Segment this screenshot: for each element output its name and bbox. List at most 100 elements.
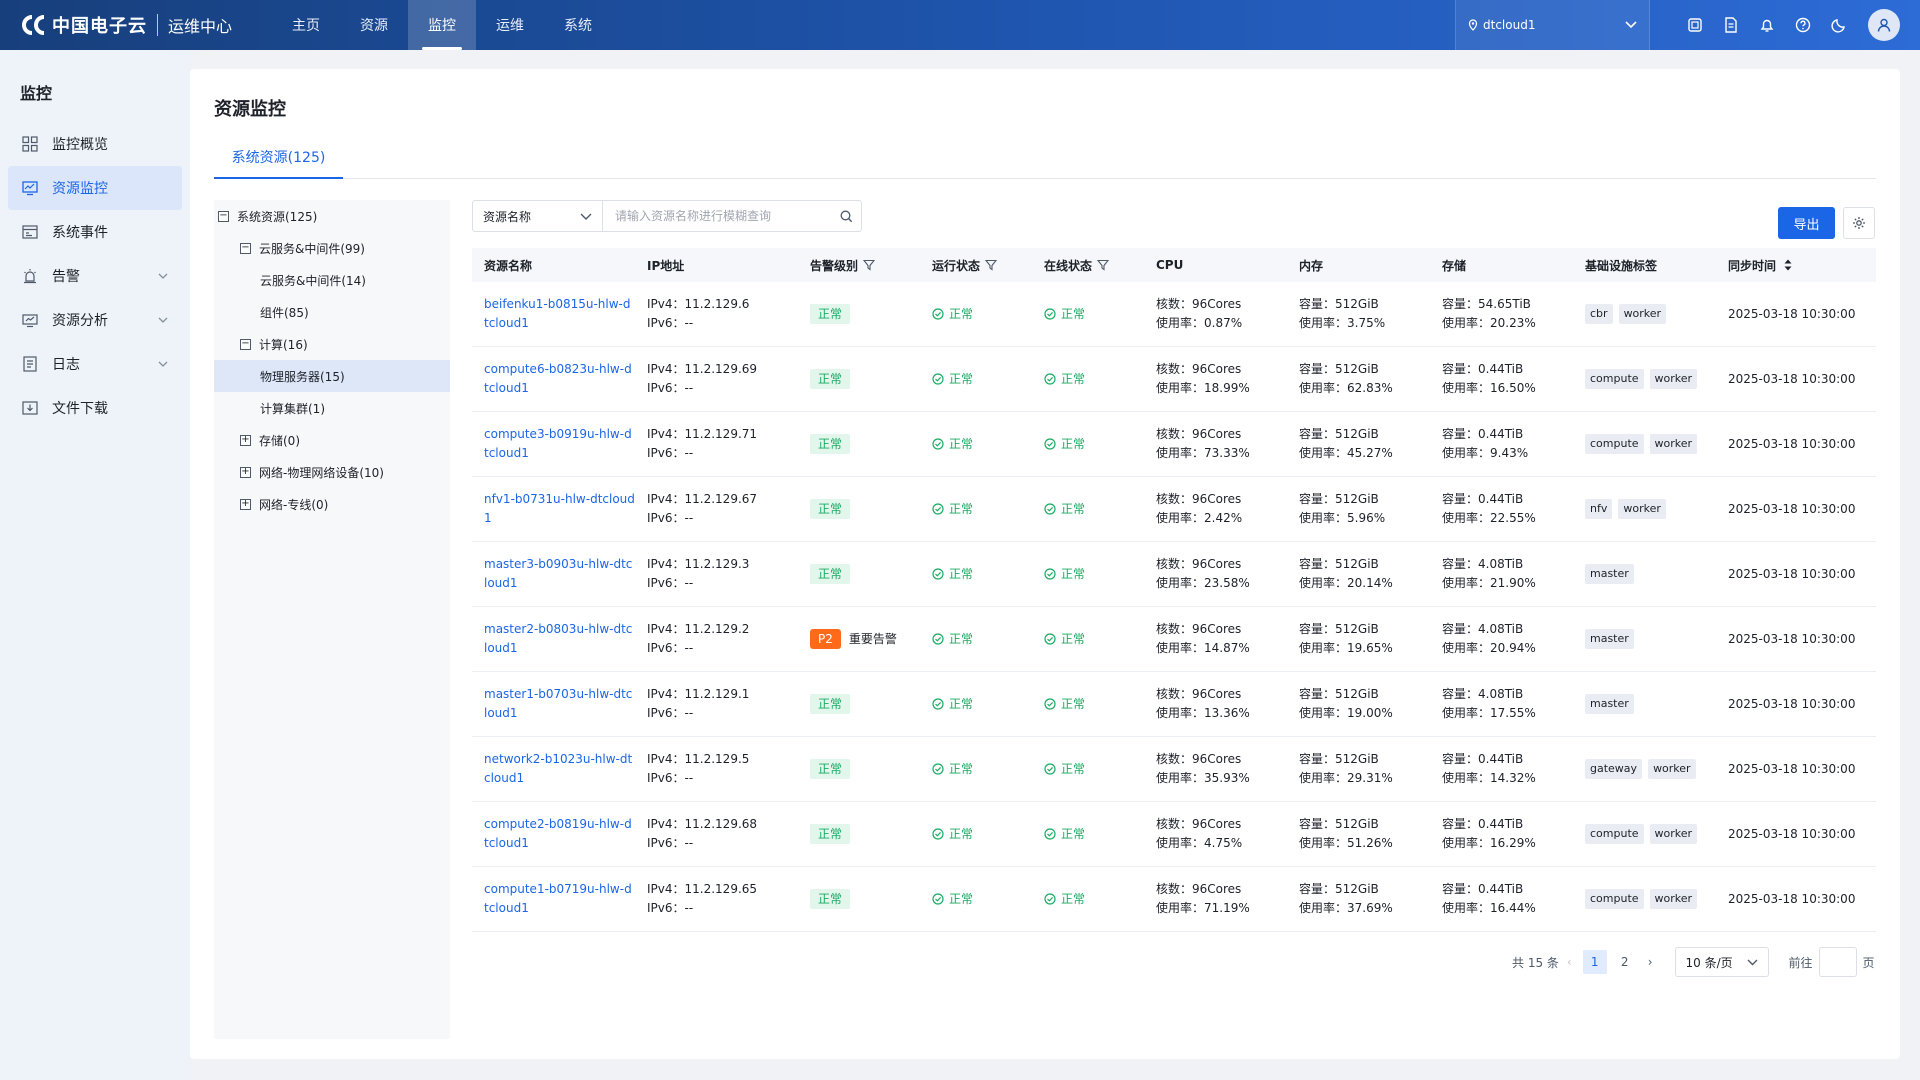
user-avatar[interactable]: [1868, 9, 1900, 41]
filter-icon[interactable]: [863, 259, 876, 271]
resource-name-link[interactable]: compute1-b0719u-hlw-dtcloud1: [484, 882, 632, 915]
alarm-level-badge: P2: [810, 629, 841, 649]
tree-node[interactable]: 计算集群(1): [214, 392, 450, 424]
alarm-status-tag: 正常: [810, 694, 851, 714]
user-icon: [1877, 18, 1891, 32]
check-circle-icon: [932, 373, 944, 385]
chevron-down-icon: [158, 273, 168, 279]
resource-name-link[interactable]: beifenku1-b0815u-hlw-dtcloud1: [484, 297, 631, 330]
page-number[interactable]: 1: [1582, 950, 1607, 974]
tab-system-resources[interactable]: 系统资源(125): [214, 147, 343, 179]
tree-node[interactable]: 组件(85): [214, 296, 450, 328]
tree-node[interactable]: + 存储(0): [214, 424, 450, 456]
filter-icon[interactable]: [1097, 259, 1110, 271]
check-circle-icon: [1044, 893, 1056, 905]
tree-node[interactable]: − 云服务&中间件(99): [214, 232, 450, 264]
column-header-label: 运行状态: [932, 258, 981, 273]
online-status-text: 正常: [1061, 501, 1086, 516]
tree-node-selected[interactable]: 物理服务器(15): [214, 360, 450, 392]
alarm-status-tag: 正常: [810, 434, 851, 454]
collapse-icon[interactable]: −: [218, 210, 229, 222]
export-button[interactable]: 导出: [1778, 207, 1835, 239]
next-page-icon[interactable]: ›: [1647, 955, 1653, 969]
sidebar-item-alarm[interactable]: 告警: [8, 254, 182, 298]
sidebar-item-download[interactable]: 文件下载: [8, 386, 182, 430]
sort-icon[interactable]: [1784, 259, 1792, 271]
resource-name-link[interactable]: master2-b0803u-hlw-dtcloud1: [484, 622, 633, 655]
resource-name-link[interactable]: network2-b1023u-hlw-dtcloud1: [484, 752, 633, 785]
nav-ops[interactable]: 运维: [496, 18, 525, 34]
run-status: 正常: [932, 370, 1032, 389]
check-circle-icon: [1044, 763, 1056, 775]
sync-time: 2025-03-18 10:30:00: [1728, 436, 1856, 451]
alarm-status-tag: 正常: [810, 304, 851, 324]
column-header: 运行状态: [920, 257, 1032, 274]
sidebar-item-events[interactable]: 系统事件: [8, 210, 182, 254]
nav-monitor[interactable]: 监控: [408, 0, 477, 50]
table-row: beifenku1-b0815u-hlw-dtcloud1 IPv4：11.2.1…: [472, 282, 1876, 347]
collapse-icon[interactable]: −: [240, 242, 251, 254]
search-field-select[interactable]: 资源名称: [473, 201, 603, 231]
resource-name-link[interactable]: nfv1-b0731u-hlw-dtcloud1: [484, 492, 635, 525]
ipv4-text: IPv4：11.2.129.69: [647, 362, 758, 376]
column-header: 告警级别: [798, 257, 920, 274]
cpu-cores: 核数：96Cores: [1156, 882, 1242, 896]
sidebar-item-overview[interactable]: 监控概览: [8, 122, 182, 166]
resource-name-link[interactable]: compute3-b0919u-hlw-dtcloud1: [484, 427, 632, 460]
tree-node[interactable]: + 网络-物理网络设备(10): [214, 456, 450, 488]
page-size-value: 10 条/页: [1685, 955, 1733, 970]
column-header: 同步时间: [1716, 257, 1876, 274]
nav-system[interactable]: 系统: [564, 18, 593, 34]
region-selector[interactable]: dtcloud1: [1455, 0, 1650, 50]
memory-usage: 使用率：20.14%: [1299, 576, 1393, 590]
expand-icon[interactable]: +: [240, 466, 251, 478]
ipv4-text: IPv4：11.2.129.71: [647, 427, 758, 441]
filter-icon[interactable]: [985, 259, 998, 271]
column-settings-button[interactable]: [1843, 207, 1875, 239]
ipv6-text: IPv6：--: [647, 706, 694, 720]
nav-home[interactable]: 主页: [292, 18, 321, 34]
sidebar-item-resource-monitor[interactable]: 资源监控: [8, 166, 182, 210]
bell-icon[interactable]: [1757, 15, 1777, 35]
prev-page-icon[interactable]: ‹: [1566, 955, 1572, 969]
resource-name-link[interactable]: master1-b0703u-hlw-dtcloud1: [484, 687, 633, 720]
help-icon[interactable]: [1793, 15, 1813, 35]
resource-name-link[interactable]: master3-b0903u-hlw-dtcloud1: [484, 557, 633, 590]
online-status-text: 正常: [1061, 371, 1086, 386]
moon-icon[interactable]: [1829, 15, 1849, 35]
logo[interactable]: 中国电子云 运维中心: [20, 0, 232, 50]
tree-node[interactable]: − 计算(16): [214, 328, 450, 360]
document-icon[interactable]: [1721, 15, 1741, 35]
sync-time: 2025-03-18 10:30:00: [1728, 306, 1856, 321]
ipv4-text: IPv4：11.2.129.3: [647, 557, 750, 571]
pagination: 共 15 条 ‹ 1 2 › 10 条/页 前往 页: [1512, 947, 1875, 977]
expand-icon[interactable]: +: [240, 434, 251, 446]
search-icon[interactable]: [831, 210, 861, 223]
alarm-status-tag: 正常: [810, 824, 851, 844]
screen-icon[interactable]: [1685, 15, 1705, 35]
nav-resource[interactable]: 资源: [360, 18, 389, 34]
goto-page-input[interactable]: [1818, 947, 1857, 977]
tree-node-label: 云服务&中间件(99): [259, 241, 365, 256]
top-icon-group: [1685, 0, 1865, 50]
resource-name-link[interactable]: compute2-b0819u-hlw-dtcloud1: [484, 817, 632, 850]
tree-node-label: 系统资源(125): [237, 209, 318, 224]
tree-node[interactable]: 云服务&中间件(14): [214, 264, 450, 296]
run-status-text: 正常: [949, 761, 974, 776]
cpu-usage: 使用率：23.58%: [1156, 576, 1250, 590]
sidebar-item-analysis[interactable]: 资源分析: [8, 298, 182, 342]
event-icon: [22, 223, 40, 241]
search-input[interactable]: [603, 201, 831, 231]
sidebar-item-log[interactable]: 日志: [8, 342, 182, 386]
page-size-select[interactable]: 10 条/页: [1674, 947, 1769, 977]
tree-node[interactable]: + 网络-专线(0): [214, 488, 450, 520]
page-number[interactable]: 2: [1620, 955, 1629, 969]
check-circle-icon: [932, 633, 944, 645]
tree-node[interactable]: − 系统资源(125): [214, 200, 450, 232]
expand-icon[interactable]: +: [240, 498, 251, 510]
storage-capacity: 容量：54.65TiB: [1442, 297, 1531, 311]
collapse-icon[interactable]: −: [240, 338, 251, 350]
resource-name-link[interactable]: compute6-b0823u-hlw-dtcloud1: [484, 362, 632, 395]
column-header: 在线状态: [1032, 257, 1144, 274]
storage-usage: 使用率：14.32%: [1442, 771, 1536, 785]
